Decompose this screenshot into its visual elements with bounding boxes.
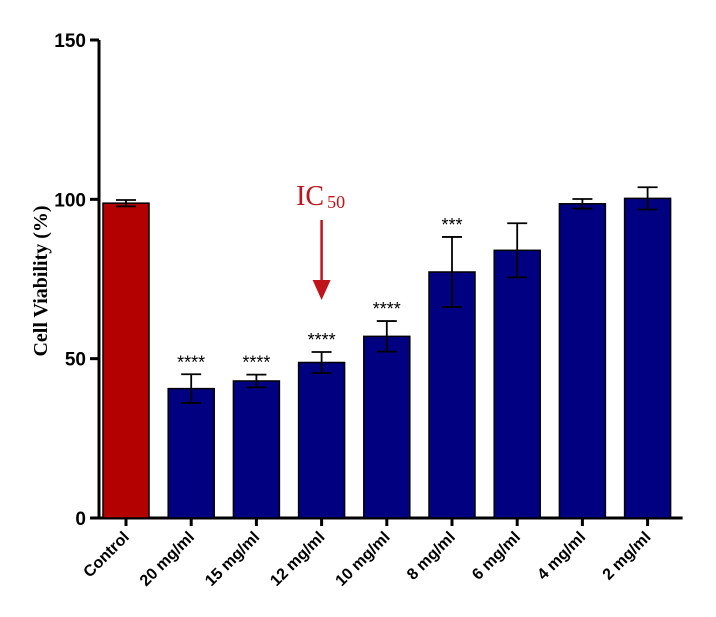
ic50-label-subscript: 50 (327, 192, 345, 212)
significance-label: **** (308, 330, 336, 350)
ic50-annotation: IC 50 (296, 181, 345, 300)
x-tick-label: 8 mg/ml (404, 529, 459, 584)
significance-label: **** (177, 352, 205, 372)
ic50-label-main: IC (296, 181, 324, 212)
y-axis-label: Cell Viability (%) (30, 205, 52, 356)
significance-label: **** (373, 299, 401, 319)
bar (493, 249, 541, 519)
y-tick-label: 50 (65, 350, 86, 371)
bar (623, 197, 672, 519)
x-tick-label: 15 mg/ml (202, 529, 263, 590)
bar (363, 335, 411, 519)
bar (167, 387, 215, 519)
bar (232, 380, 281, 519)
bar (297, 361, 346, 519)
significance-label: **** (242, 353, 270, 373)
bars: Control 20 mg/ml **** 15 mg/ml **** 12 mg/ml *… (81, 186, 672, 590)
ic50-arrow-head (312, 280, 331, 300)
bar (428, 271, 476, 519)
bar (558, 203, 607, 519)
y-tick-label: 150 (54, 31, 86, 52)
x-tick-label: 4 mg/ml (534, 529, 589, 584)
x-tick-label: 12 mg/ml (267, 529, 328, 590)
bar (102, 202, 150, 519)
ic50-label: IC 50 (296, 181, 345, 212)
x-tick-label: 2 mg/ml (600, 529, 655, 584)
significance-label: *** (441, 215, 462, 235)
x-tick-label: 6 mg/ml (469, 529, 524, 584)
y-tick-label: 0 (75, 509, 86, 530)
x-tick-label: Control (81, 529, 133, 581)
x-tick-label: 20 mg/ml (137, 529, 198, 590)
x-tick-label: 10 mg/ml (333, 529, 394, 590)
y-tick-label: 100 (54, 190, 86, 211)
